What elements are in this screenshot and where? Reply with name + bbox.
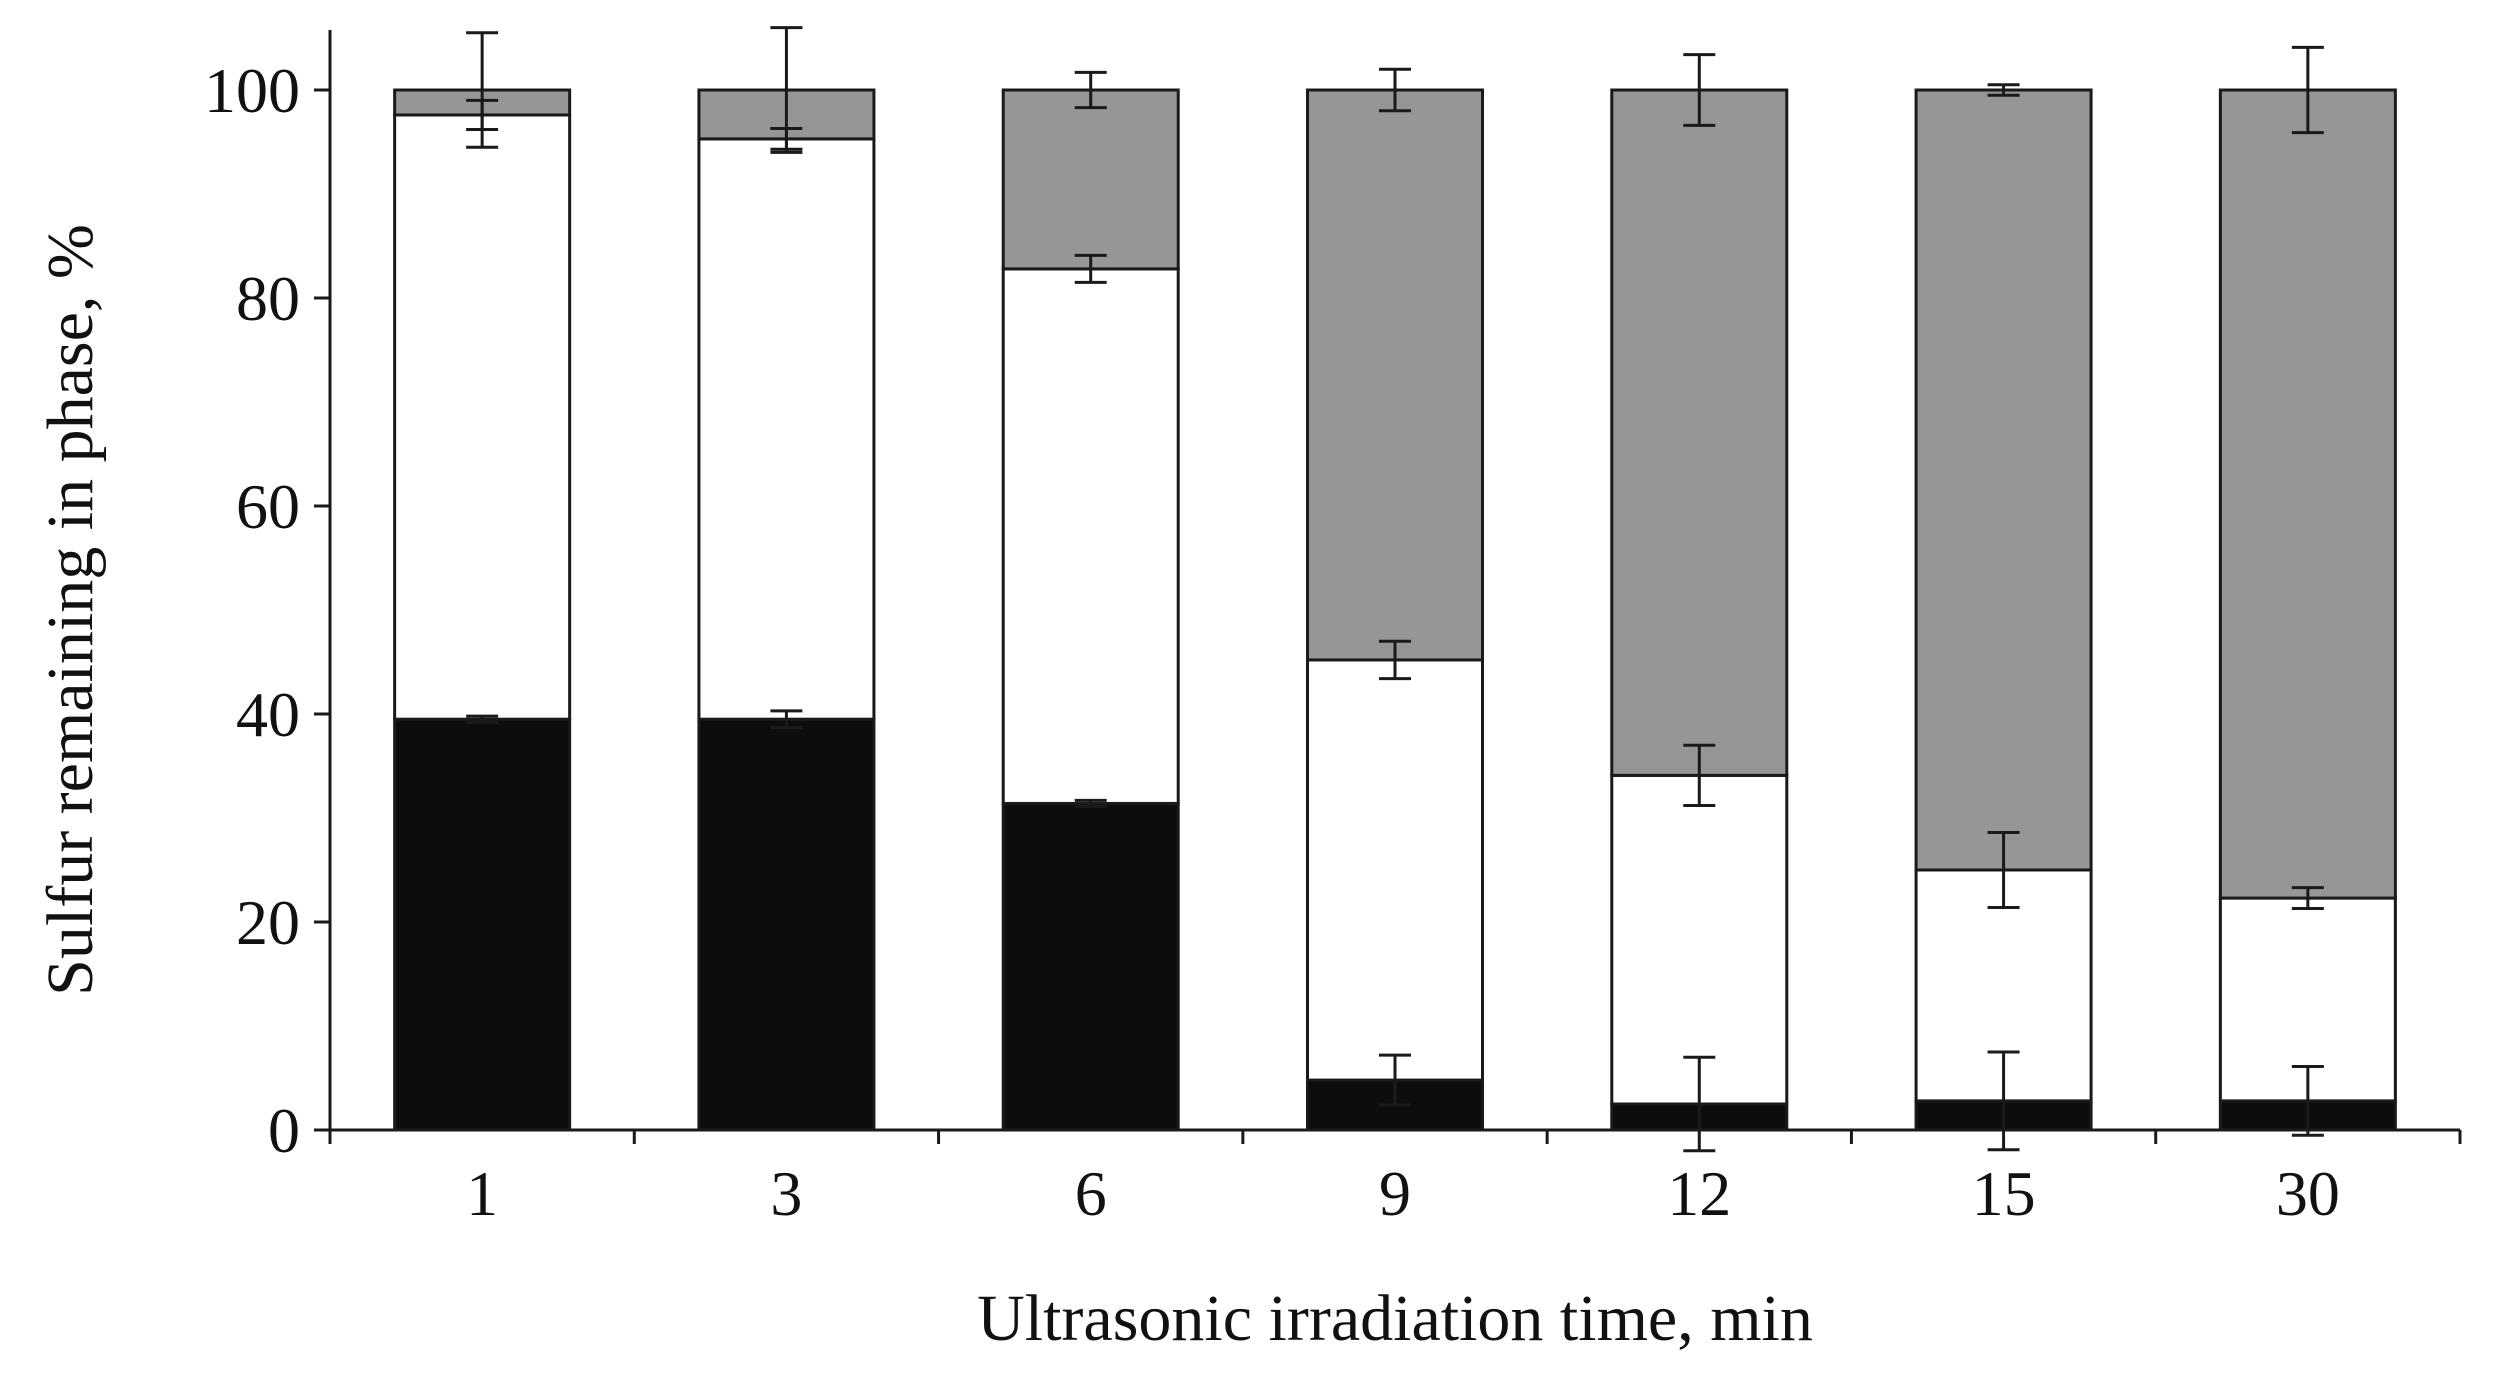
error-bar-1-3 [770,709,803,730]
error-bar-1-12 [1683,1055,1716,1153]
error-bar-1-1 [466,714,499,724]
error-bar-2-9 [1379,639,1411,681]
x-tick-label-9: 9 [1379,1158,1411,1229]
x-tick-label-6: 6 [1075,1158,1107,1229]
y-tick-label-80: 80 [236,263,300,334]
error-bar-3-12 [1683,53,1716,127]
bar-segment-3-30 [2218,88,2397,900]
bar-segment-3-12 [1610,88,1789,777]
error-bar-1-15 [1987,1050,2020,1152]
error-bar-3-1 [466,31,499,149]
x-tick-label-1: 1 [466,1158,498,1229]
bar-segment-3-9 [1306,88,1484,662]
error-bar-3-6 [1074,70,1107,110]
x-axis-title: Ultrasonic irradiation time, min [977,1282,1813,1355]
y-tick-label-40: 40 [236,679,300,750]
y-tick-label-100: 100 [204,55,300,126]
error-bar-1-30 [2291,1065,2324,1137]
bar-segment-1-6 [1001,801,1180,1132]
error-bars-layer [466,26,2324,1153]
bar-segment-3-6 [1001,88,1180,271]
error-bar-2-30 [2291,886,2324,910]
bar-segment-2-3 [697,137,876,721]
x-tick-label-15: 15 [1972,1158,2036,1229]
error-bar-3-30 [2291,45,2324,135]
error-bar-2-15 [1987,831,2020,909]
error-bar-3-15 [1987,83,2020,97]
error-bar-3-9 [1379,67,1411,113]
x-tick-label-3: 3 [770,1158,802,1229]
bar-segment-2-6 [1001,267,1180,805]
error-bar-2-6 [1074,253,1107,284]
x-tick-label-30: 30 [2276,1158,2340,1229]
error-bar-2-12 [1683,743,1716,808]
y-tick-label-20: 20 [236,887,300,958]
bars-layer [393,88,2397,1132]
y-tick-label-60: 60 [236,471,300,542]
bar-segment-1-1 [393,717,572,1132]
bar-segment-2-1 [393,113,572,721]
bar-segment-1-3 [697,717,876,1132]
bar-segment-3-15 [1914,88,2093,872]
x-tick-label-12: 12 [1667,1158,1731,1229]
y-tick-label-0: 0 [268,1095,300,1166]
error-bar-1-6 [1074,798,1107,809]
axes-layer [328,30,2460,1132]
x-ticks: 1 3 6 9 12 15 30 [328,1130,2462,1229]
y-axis-title: Sulfur remaining in phase, % [34,224,107,996]
error-bar-1-9 [1379,1053,1411,1107]
error-bar-3-3 [770,26,803,154]
y-ticks: 0 20 40 60 80 100 [204,55,330,1166]
bar-segment-2-9 [1306,658,1484,1082]
bar-segment-2-12 [1610,773,1789,1106]
